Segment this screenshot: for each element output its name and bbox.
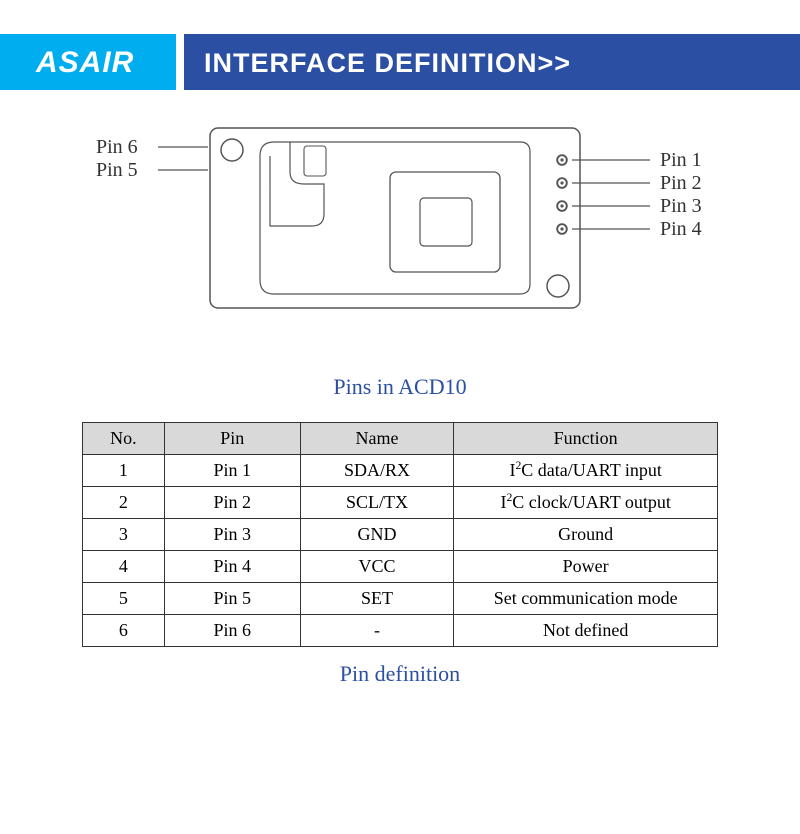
table-cell: SDA/RX	[300, 455, 454, 487]
table-cell: Pin 4	[164, 551, 300, 583]
table-cell: 4	[83, 551, 165, 583]
table-row: 2Pin 2SCL/TXI2C clock/UART output	[83, 487, 718, 519]
pin-table-wrap: No. Pin Name Function 1Pin 1SDA/RXI2C da…	[82, 422, 718, 647]
pinout-svg: Pin 1Pin 2Pin 3Pin 4 Pin 6Pin 5	[0, 90, 800, 370]
table-cell: Ground	[454, 519, 718, 551]
pinout-diagram: Pin 1Pin 2Pin 3Pin 4 Pin 6Pin 5	[0, 90, 800, 370]
brand-name: ASAIR	[36, 46, 134, 80]
table-cell: Pin 5	[164, 583, 300, 615]
svg-text:Pin 1: Pin 1	[660, 149, 702, 171]
col-header-pin: Pin	[164, 423, 300, 455]
table-cell: GND	[300, 519, 454, 551]
table-cell: Pin 2	[164, 487, 300, 519]
table-cell: SET	[300, 583, 454, 615]
col-header-name: Name	[300, 423, 454, 455]
table-header-row: No. Pin Name Function	[83, 423, 718, 455]
svg-text:Pin 5: Pin 5	[96, 159, 138, 181]
table-cell: SCL/TX	[300, 487, 454, 519]
table-row: 4Pin 4VCCPower	[83, 551, 718, 583]
table-cell: I2C clock/UART output	[454, 487, 718, 519]
table-cell: Pin 3	[164, 519, 300, 551]
table-cell: 2	[83, 487, 165, 519]
table-cell: 5	[83, 583, 165, 615]
table-row: 3Pin 3GNDGround	[83, 519, 718, 551]
pin-definition-table: No. Pin Name Function 1Pin 1SDA/RXI2C da…	[82, 422, 718, 647]
table-row: 1Pin 1SDA/RXI2C data/UART input	[83, 455, 718, 487]
table-cell: 3	[83, 519, 165, 551]
svg-text:Pin 3: Pin 3	[660, 195, 702, 217]
table-cell: 6	[83, 615, 165, 647]
table-cell: Pin 1	[164, 455, 300, 487]
table-row: 6Pin 6-Not defined	[83, 615, 718, 647]
table-row: 5Pin 5SETSet communication mode	[83, 583, 718, 615]
table-cell: Pin 6	[164, 615, 300, 647]
svg-text:Pin 6: Pin 6	[96, 136, 138, 158]
table-caption: Pin definition	[0, 661, 800, 687]
col-header-func: Function	[454, 423, 718, 455]
svg-text:Pin 2: Pin 2	[660, 172, 702, 194]
diagram-caption: Pins in ACD10	[0, 374, 800, 400]
page-header: ASAIR INTERFACE DEFINITION>>	[0, 34, 800, 90]
svg-text:Pin 4: Pin 4	[660, 218, 702, 240]
page-title: INTERFACE DEFINITION>>	[204, 48, 571, 79]
table-cell: Not defined	[454, 615, 718, 647]
table-cell: -	[300, 615, 454, 647]
col-header-no: No.	[83, 423, 165, 455]
table-cell: 1	[83, 455, 165, 487]
table-cell: VCC	[300, 551, 454, 583]
table-cell: Set communication mode	[454, 583, 718, 615]
table-cell: Power	[454, 551, 718, 583]
table-cell: I2C data/UART input	[454, 455, 718, 487]
